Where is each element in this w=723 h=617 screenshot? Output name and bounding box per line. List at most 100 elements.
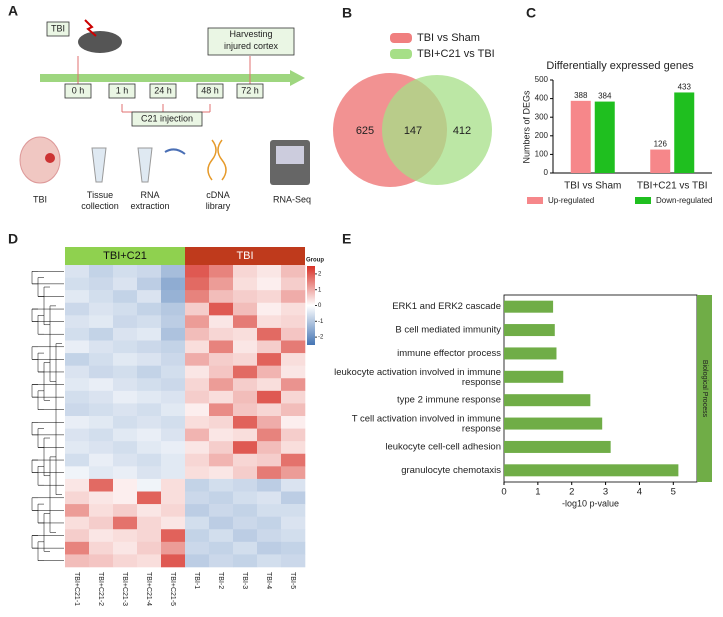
heat-cell <box>65 378 90 392</box>
panel-label: D <box>8 231 18 247</box>
heat-cell <box>185 516 210 530</box>
dendrogram <box>37 277 44 297</box>
dna-icon <box>207 139 227 181</box>
bar <box>570 100 591 173</box>
x-tick-label: 4 <box>637 487 642 498</box>
heat-cell <box>185 541 210 555</box>
heat-cell <box>161 340 186 354</box>
heat-cell <box>89 378 114 392</box>
heat-cell <box>281 541 306 555</box>
heat-cell <box>113 353 138 366</box>
step-label: Tissue collection <box>81 190 119 211</box>
heat-cell <box>137 277 162 291</box>
heat-cell <box>137 390 162 404</box>
heat-cell <box>209 302 234 316</box>
heat-cell <box>281 428 306 442</box>
column-label: TBI-4 <box>265 572 272 589</box>
heat-cell <box>65 453 90 467</box>
heat-cell <box>137 491 162 505</box>
heat-cell <box>233 390 258 404</box>
bar <box>504 464 679 477</box>
heat-cell <box>89 327 114 341</box>
heat-cell <box>89 265 114 278</box>
heat-cell <box>185 340 210 354</box>
legend-label: Up-regulated <box>548 196 594 205</box>
heat-cell <box>161 416 186 429</box>
heat-cell <box>161 541 186 555</box>
dendrogram <box>31 271 38 285</box>
heat-cell <box>65 491 90 505</box>
bar <box>504 347 557 360</box>
heat-cell <box>161 516 186 530</box>
heat-cell <box>113 491 138 505</box>
heat-cell <box>209 403 234 417</box>
dendrogram <box>37 352 44 373</box>
heat-cell <box>281 340 306 354</box>
heat-cell <box>65 290 90 304</box>
heat-cell <box>89 302 114 316</box>
heat-cell <box>257 516 282 530</box>
heat-cell <box>65 554 90 568</box>
heat-cell <box>89 428 114 442</box>
category-label: leukocyte cell-cell adhesion <box>385 441 501 452</box>
heat-cell <box>281 302 306 316</box>
colorbar-tick-label: -1 <box>318 319 324 325</box>
heat-cell <box>161 441 186 455</box>
heat-cell <box>185 416 210 429</box>
dendrogram <box>31 535 38 549</box>
category-label: immune effector process <box>397 348 501 359</box>
dendrogram <box>49 305 56 382</box>
heat-cell <box>233 453 258 467</box>
heat-cell <box>281 529 306 543</box>
heat-cell <box>209 428 234 442</box>
tube-icon <box>137 147 153 183</box>
heat-cell <box>89 516 114 530</box>
heat-cell <box>89 340 114 354</box>
heat-cell <box>281 466 306 480</box>
heat-cell <box>89 365 114 379</box>
panel-label: C <box>526 5 536 21</box>
heat-cell <box>233 541 258 555</box>
bar-value-label: 388 <box>574 91 588 100</box>
group-label: TBI+C21 <box>103 250 147 262</box>
heat-cell <box>257 554 282 568</box>
heat-cell <box>257 340 282 354</box>
heat-cell <box>185 428 210 442</box>
heat-cell <box>185 277 210 291</box>
heat-cell <box>257 353 282 366</box>
heat-cell <box>209 277 234 291</box>
heat-cell <box>113 403 138 417</box>
bar <box>504 440 611 453</box>
heat-cell <box>137 340 162 354</box>
heat-cell <box>113 265 138 278</box>
heat-cell <box>185 491 210 505</box>
side-strip <box>697 295 712 482</box>
heat-cell <box>65 416 90 429</box>
heat-cell <box>113 378 138 392</box>
column-label: TBI+C21-3 <box>121 572 128 606</box>
heat-cell <box>137 466 162 480</box>
heat-cell <box>185 327 210 341</box>
heat-cell <box>137 315 162 329</box>
heat-cell <box>65 403 90 417</box>
sequencer-screen <box>276 146 304 164</box>
heat-cell <box>185 265 210 278</box>
heat-cell <box>185 453 210 467</box>
dendrogram <box>43 286 50 326</box>
heat-cell <box>137 265 162 278</box>
heat-cell <box>281 378 306 392</box>
heat-cell <box>161 302 186 316</box>
venn-circle <box>382 75 492 185</box>
bar-value-label: 126 <box>654 140 668 149</box>
heat-cell <box>233 277 258 291</box>
heat-cell <box>137 478 162 492</box>
time-box <box>196 83 224 99</box>
heat-cell <box>113 327 138 341</box>
group-bar <box>65 247 185 265</box>
venn-count: 625 <box>356 125 374 137</box>
heat-cell <box>209 290 234 304</box>
heat-cell <box>185 466 210 480</box>
heat-cell <box>65 327 90 341</box>
heat-cell <box>161 504 186 517</box>
